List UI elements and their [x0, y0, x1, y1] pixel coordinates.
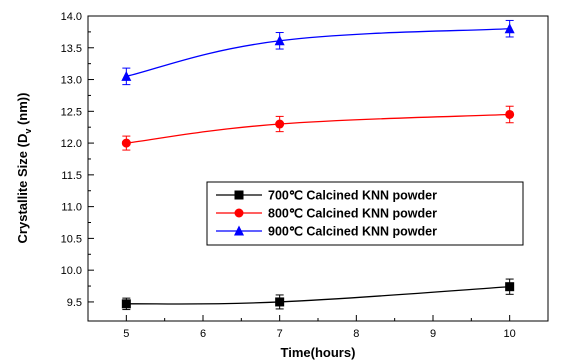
plot-frame — [87, 15, 549, 322]
legend-marker — [234, 208, 244, 218]
x-axis-title: Time(hours) — [281, 345, 356, 360]
legend-item-2: 800℃ Calcined KNN powder — [216, 207, 437, 221]
legend-label: 800℃ Calcined KNN powder — [268, 207, 437, 221]
y-axis: 9.5 10.0 10.5 11.0 11.5 12.0 12.5 13.0 13.5 14.0 — [61, 11, 94, 309]
y-tick-label: 11.5 — [61, 170, 82, 182]
data-point — [504, 23, 515, 34]
series-line — [126, 286, 510, 305]
data-point — [275, 119, 285, 129]
y-tick-label: 13.5 — [61, 43, 82, 55]
x-tick-label: 7 — [277, 328, 283, 340]
y-tick-label: 12.0 — [61, 138, 82, 150]
x-tick-label: 9 — [430, 328, 436, 340]
y-tick-label: 10.0 — [61, 265, 82, 277]
data-point — [274, 35, 285, 46]
x-axis: 5 6 7 8 9 10 — [123, 315, 516, 340]
y-tick-label: 10.5 — [61, 233, 82, 245]
y-tick-label: 13.0 — [61, 75, 82, 87]
y-axis-title: Crystallite Size (Dv (nm)) — [15, 93, 33, 244]
data-point — [121, 70, 132, 81]
legend: 700℃ Calcined KNN powder 800℃ Calcined KN… — [206, 181, 524, 246]
x-tick-label: 10 — [504, 328, 516, 340]
legend-label: 900℃ Calcined KNN powder — [268, 225, 437, 239]
series-layer — [121, 19, 515, 311]
series-line — [126, 113, 510, 144]
legend-marker — [234, 225, 244, 236]
y-axis-title-subscript: v — [23, 129, 33, 134]
x-tick-label: 8 — [353, 328, 359, 340]
legend-item-3: 900℃ Calcined KNN powder — [216, 225, 437, 239]
data-point — [121, 138, 131, 148]
data-point — [505, 282, 515, 292]
y-tick-label: 9.5 — [67, 297, 82, 309]
legend-item-1: 700℃ Calcined KNN powder — [216, 189, 437, 203]
legend-label: 700℃ Calcined KNN powder — [268, 189, 437, 203]
legend-marker — [234, 190, 244, 200]
y-axis-title-tail: (nm)) — [15, 93, 30, 129]
y-tick-label: 12.5 — [61, 106, 82, 118]
series-3 — [121, 19, 515, 86]
data-point — [505, 109, 515, 119]
data-point — [275, 297, 285, 307]
data-point — [121, 299, 131, 309]
y-axis-title-main: Crystallite Size (D — [15, 134, 30, 244]
x-tick-label: 6 — [200, 328, 206, 340]
x-tick-label: 5 — [123, 328, 129, 340]
series-2 — [121, 105, 515, 151]
series-line — [126, 28, 510, 77]
series-1 — [121, 278, 515, 311]
y-tick-label: 11.0 — [61, 202, 82, 214]
y-tick-label: 14.0 — [61, 11, 82, 23]
